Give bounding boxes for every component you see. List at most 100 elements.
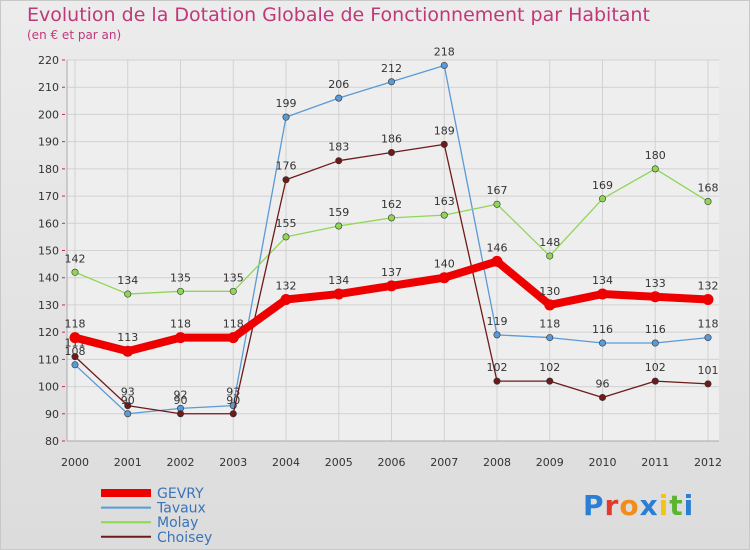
data-label-choisey: 176 [276,160,297,173]
data-label-tavaux: 206 [328,78,349,91]
y-tick-label: 200 [38,108,59,121]
x-tick-label: 2002 [167,456,195,469]
data-point-gevry [280,293,292,305]
data-point-gevry [597,288,608,300]
data-point-molay [335,222,343,230]
y-tick-label: 190 [38,136,59,149]
data-point-molay [651,165,659,173]
x-tick-label: 2003 [219,456,247,469]
data-point-tavaux [387,78,395,86]
data-point-choisey [546,377,554,385]
data-label-tavaux: 92 [174,388,188,401]
data-label-gevry: 118 [170,318,191,331]
data-label-molay: 135 [170,271,191,284]
data-point-molay [282,233,290,241]
data-point-tavaux [651,339,659,347]
data-label-tavaux: 218 [434,45,455,58]
x-tick-label: 2007 [430,456,458,469]
data-label-tavaux: 199 [276,97,297,110]
data-label-tavaux: 90 [121,394,135,407]
legend-label: Molay [157,515,198,531]
y-tick-label: 160 [38,217,59,230]
y-tick-label: 90 [45,408,59,421]
data-label-molay: 148 [539,236,560,249]
data-point-gevry [175,332,186,344]
data-label-molay: 159 [328,206,349,219]
x-tick-label: 2004 [272,456,300,469]
data-point-choisey [124,402,132,410]
data-label-gevry: 134 [592,274,613,287]
data-label-molay: 168 [698,182,719,195]
data-point-choisey [704,380,712,388]
data-point-gevry [227,332,239,344]
data-point-choisey [493,377,501,385]
data-point-choisey [177,410,185,418]
y-tick-label: 110 [38,353,59,366]
data-point-choisey [387,149,395,157]
y-tick-label: 120 [38,326,59,339]
data-point-tavaux [71,361,79,369]
data-point-gevry [649,291,661,303]
data-label-molay: 155 [276,217,297,230]
x-tick-label: 2009 [536,456,564,469]
data-label-choisey: 102 [539,361,560,374]
data-label-choisey: 93 [121,386,135,399]
data-point-molay [546,252,554,260]
data-point-tavaux [546,334,554,342]
data-label-tavaux: 212 [381,62,402,75]
data-point-choisey [651,377,659,385]
data-point-tavaux [335,94,343,102]
proxiti-logo: Proxiti [583,489,695,522]
y-tick-label: 80 [45,435,59,448]
data-point-tavaux [704,334,712,342]
data-label-choisey: 189 [434,124,455,137]
data-point-gevry [333,288,345,300]
y-tick-label: 140 [38,272,59,285]
data-point-choisey [282,176,290,184]
data-point-gevry [122,345,134,357]
data-label-molay: 135 [223,271,244,284]
x-tick-label: 2012 [694,456,722,469]
data-point-gevry [702,293,714,305]
data-label-choisey: 96 [596,377,610,390]
data-label-molay: 134 [117,274,138,287]
data-label-gevry: 118 [223,318,244,331]
data-point-molay [229,287,237,295]
y-tick-label: 100 [38,381,59,394]
data-label-tavaux: 108 [65,345,86,358]
data-point-tavaux [282,113,290,121]
data-label-gevry: 133 [645,277,666,290]
data-point-gevry [438,272,450,284]
data-point-molay [71,268,79,276]
chart-title: Evolution de la Dotation Globale de Fonc… [27,4,650,26]
data-point-choisey [440,140,448,148]
data-label-choisey: 186 [381,133,402,146]
data-label-gevry: 134 [328,274,349,287]
data-point-gevry [544,299,556,311]
data-label-gevry: 118 [65,318,86,331]
data-label-molay: 180 [645,149,666,162]
data-label-gevry: 132 [276,279,297,292]
data-point-choisey [229,410,237,418]
x-tick-label: 2011 [641,456,669,469]
data-point-molay [440,211,448,219]
data-label-gevry: 113 [117,331,138,344]
data-label-gevry: 132 [698,279,719,292]
data-label-molay: 142 [65,252,86,265]
x-tick-label: 2005 [325,456,353,469]
legend-label: GEVRY [157,486,204,502]
data-point-molay [387,214,395,222]
data-label-choisey: 183 [328,141,349,154]
legend-label: Choisey [157,530,212,546]
data-point-molay [598,195,606,203]
x-tick-label: 2008 [483,456,511,469]
data-label-choisey: 102 [487,361,508,374]
data-label-tavaux: 118 [698,318,719,331]
data-label-tavaux: 118 [539,318,560,331]
x-tick-label: 2001 [114,456,142,469]
data-label-choisey: 90 [226,394,240,407]
data-point-molay [493,200,501,208]
data-label-gevry: 146 [487,241,508,254]
data-point-gevry [386,280,397,292]
data-label-choisey: 101 [698,364,719,377]
